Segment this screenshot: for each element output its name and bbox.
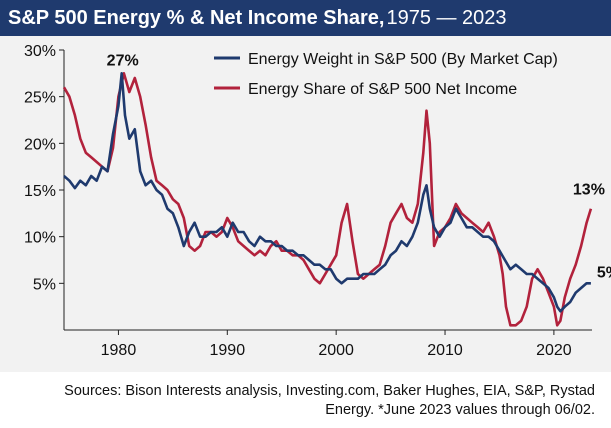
- legend-label: Energy Weight in S&P 500 (By Market Cap): [248, 51, 558, 68]
- chart-title-years: 1975 — 2023: [386, 6, 507, 29]
- chart-title-bar: S&P 500 Energy % & Net Income Share, 197…: [0, 0, 611, 36]
- x-tick-label: 1990: [210, 342, 246, 359]
- chart-title: S&P 500 Energy % & Net Income Share,: [8, 6, 385, 29]
- x-tick-label: 1980: [101, 342, 137, 359]
- y-tick-label: 30%: [24, 43, 56, 60]
- line-chart: 5% 10% 15% 20% 25% 30% 1980 1990 2000 2010 2020 Ene…: [24, 43, 611, 359]
- x-tick-label: 2010: [427, 342, 463, 359]
- y-tick-label: 10%: [24, 230, 56, 247]
- y-tick-label: 20%: [24, 136, 56, 153]
- series-line-net-income-share: [62, 71, 593, 327]
- y-tick-label: 5%: [33, 276, 56, 293]
- series-line-energy-weight: [63, 71, 591, 313]
- x-tick-label: 2000: [318, 342, 354, 359]
- y-tick-label: 25%: [24, 90, 56, 107]
- source-line-2: Energy. *June 2023 values through 06/02.: [325, 402, 595, 418]
- y-tick-label: 15%: [24, 183, 56, 200]
- source-line-1: Sources: Bison Interests analysis, Inves…: [64, 383, 595, 399]
- annotation-label: 13%: [573, 182, 605, 199]
- x-tick-label: 2020: [536, 342, 572, 359]
- annotation-label: 5%: [597, 264, 611, 281]
- legend-label: Energy Share of S&P 500 Net Income: [248, 81, 517, 98]
- annotation-label: 27%: [107, 52, 139, 69]
- source-note: Sources: Bison Interests analysis, Inves…: [0, 372, 611, 428]
